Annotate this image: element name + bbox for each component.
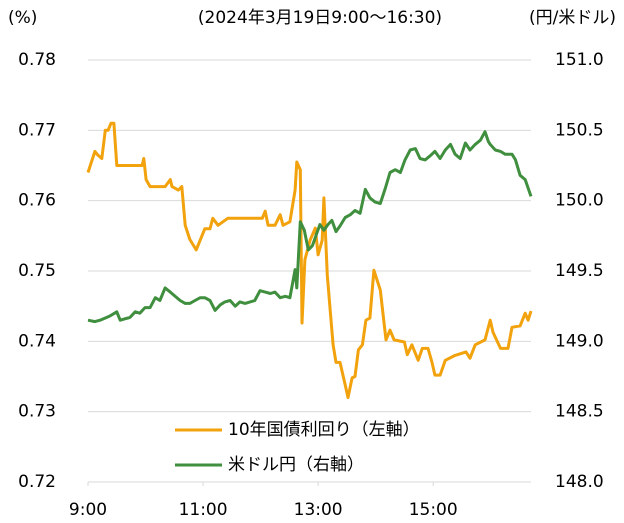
- y2-tick-label: 151.0: [555, 50, 604, 70]
- y-tick-label: 0.73: [18, 402, 56, 422]
- y2-tick-label: 150.0: [555, 191, 604, 211]
- y-axis-label: (%): [8, 8, 37, 28]
- x-tick-label: 9:00: [69, 500, 107, 520]
- chart-title: (2024年3月19日9:00～16:30): [198, 8, 442, 28]
- y-tick-label: 0.72: [18, 472, 56, 492]
- y-tick-label: 0.74: [18, 331, 56, 351]
- legend-label: 米ドル円（右軸）: [228, 455, 364, 475]
- legend: 10年国債利回り（左軸） 米ドル円（右軸）: [170, 414, 420, 480]
- y-tick-label: 0.76: [18, 191, 56, 211]
- x-tick-label: 13:00: [294, 500, 343, 520]
- line-series: [86, 121, 533, 400]
- x-tick-label: 15:00: [409, 500, 458, 520]
- y2-tick-label: 149.5: [555, 261, 604, 281]
- y-tick-label: 0.75: [18, 261, 56, 281]
- legend-background: [170, 414, 420, 480]
- y2-axis-label: (円/米ドル): [529, 8, 616, 28]
- y2-tick-label: 148.0: [555, 472, 604, 492]
- y-tick-label: 0.77: [18, 120, 56, 140]
- y2-tick-label: 149.0: [555, 331, 604, 351]
- x-tick-label: 11:00: [179, 500, 228, 520]
- y2-tick-label: 148.5: [555, 402, 604, 422]
- y2-tick-label: 150.5: [555, 120, 604, 140]
- legend-label: 10年国債利回り（左軸）: [228, 420, 420, 440]
- y-tick-label: 0.78: [18, 50, 56, 70]
- line-series: [87, 130, 533, 324]
